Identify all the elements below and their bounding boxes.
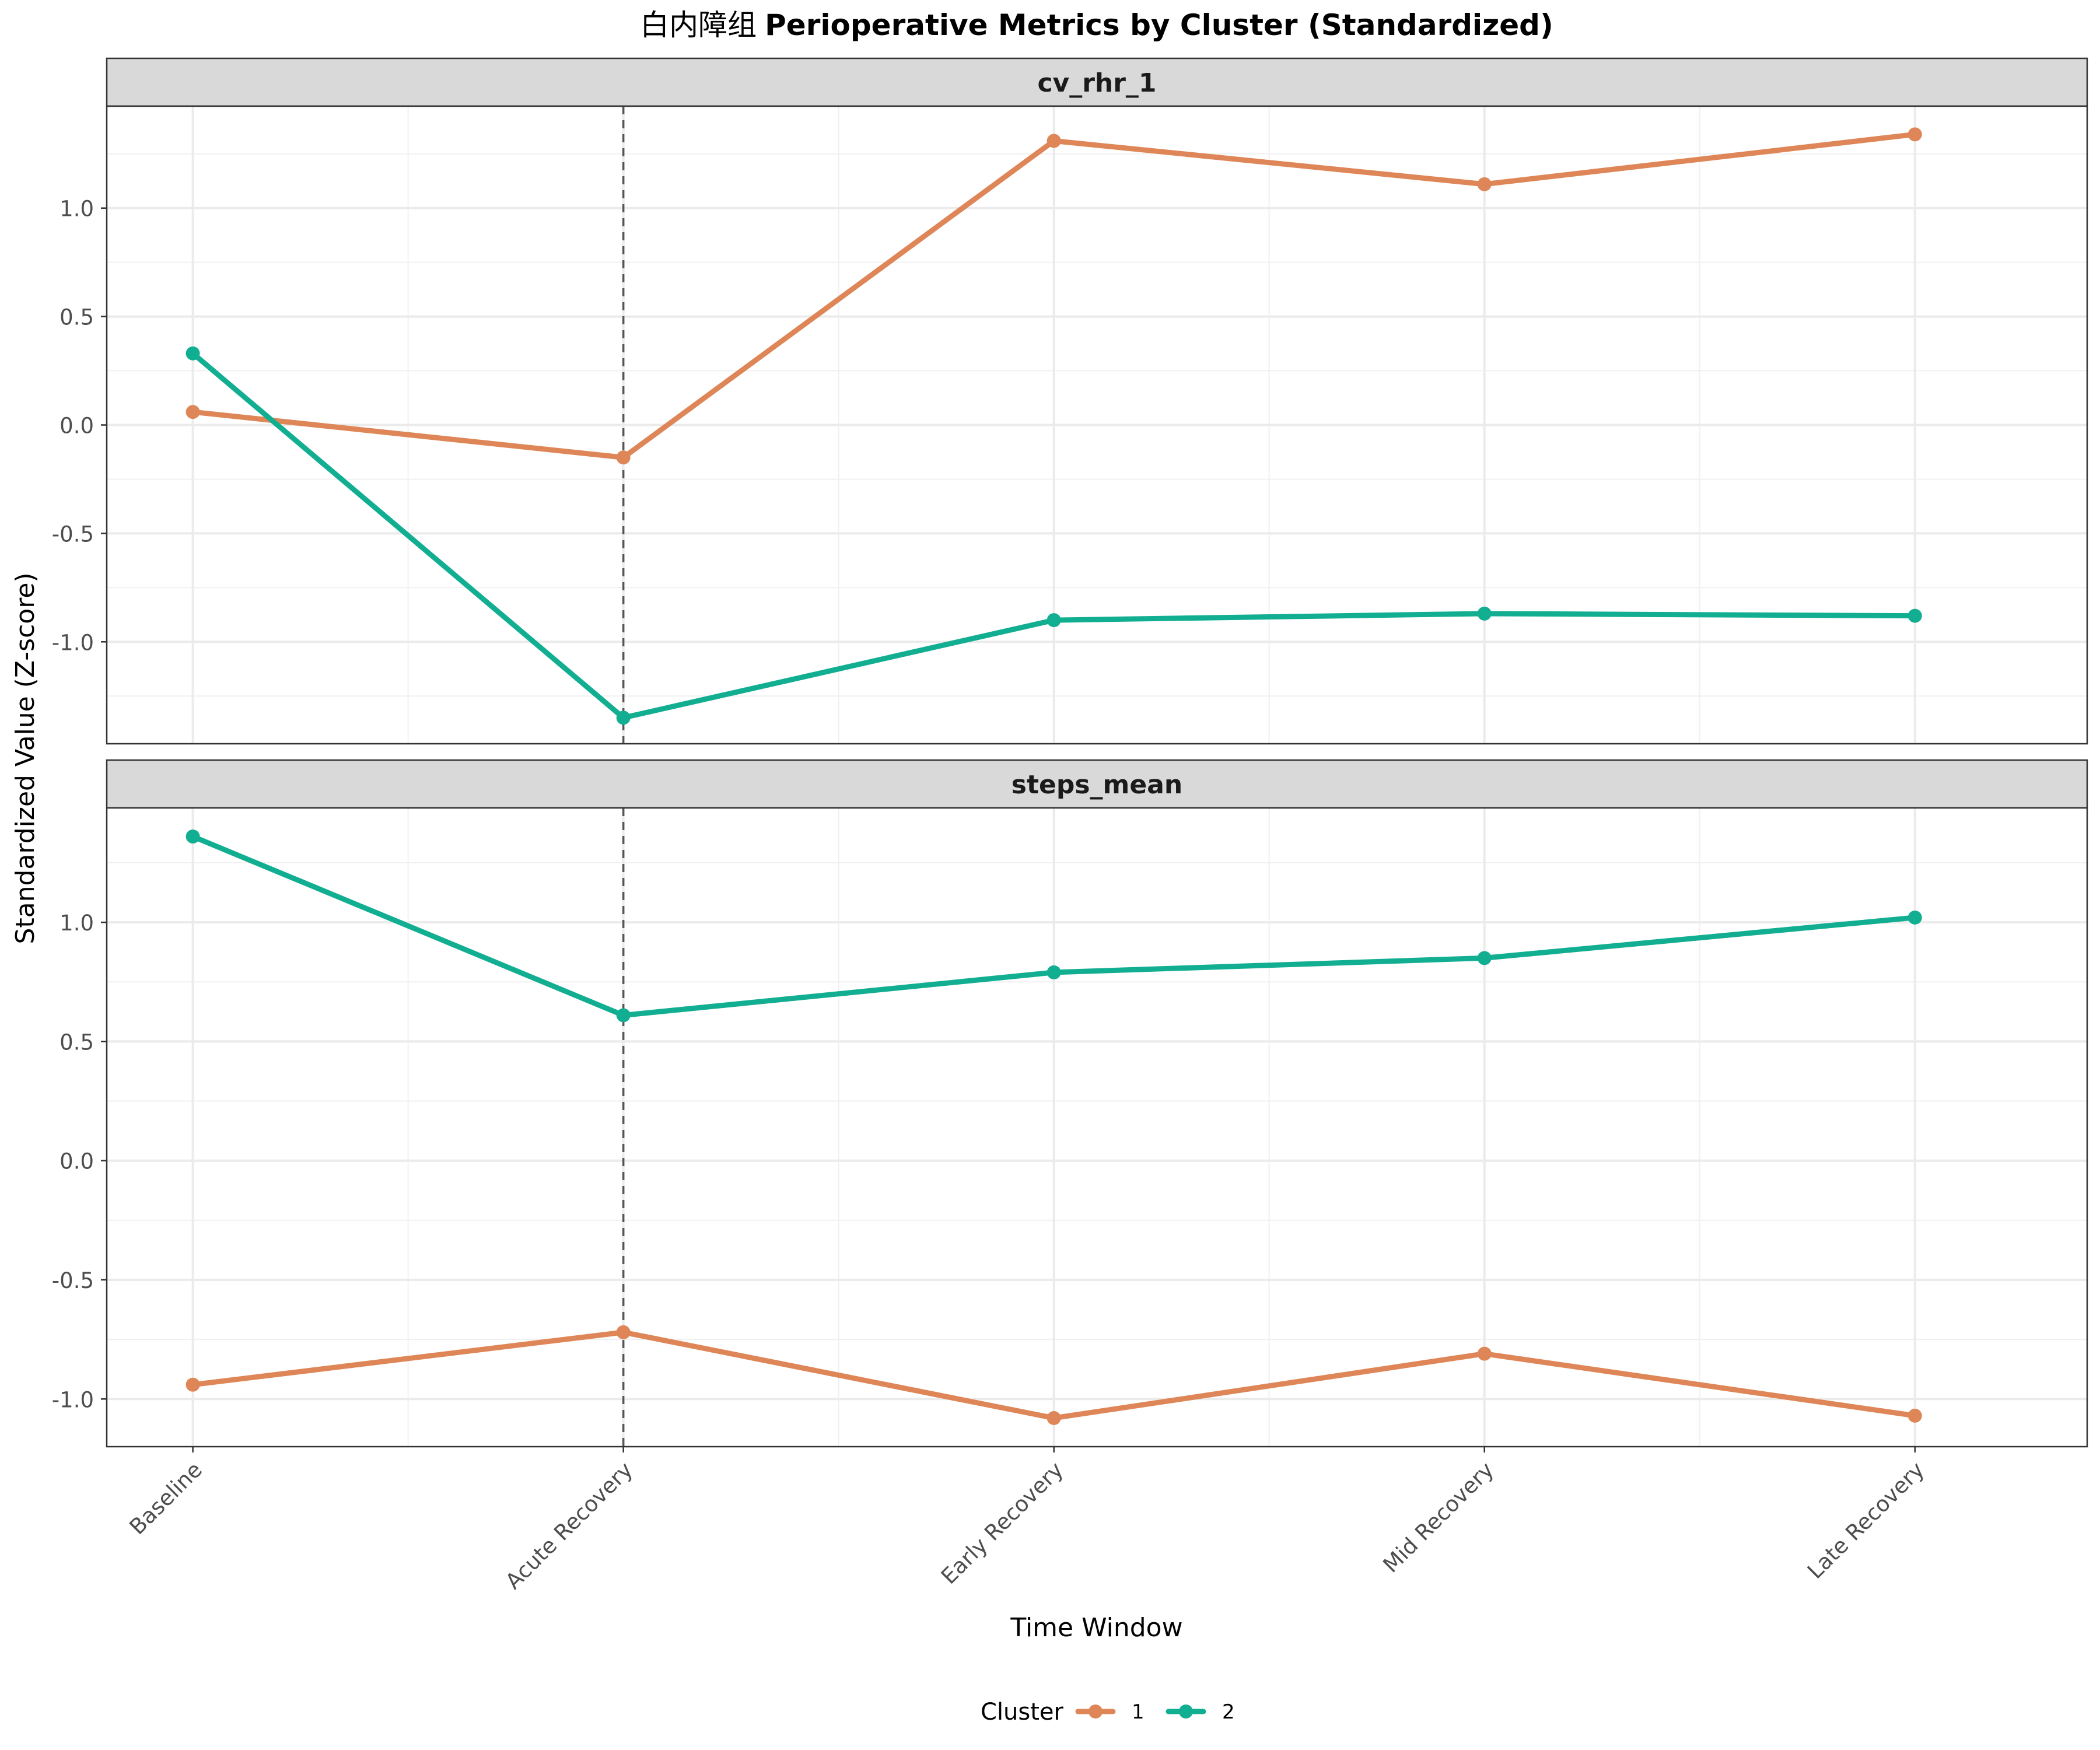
data-point <box>1908 608 1922 623</box>
series-2 <box>186 830 1922 1023</box>
y-tick-label: 0.0 <box>60 414 94 439</box>
data-point <box>186 405 200 419</box>
panel-steps_mean: steps_mean -1.0 -0.5 0.0 0.5 1.0 <box>52 759 2088 1448</box>
data-point <box>1046 1410 1061 1425</box>
data-point <box>616 1325 631 1339</box>
legend: Cluster 1 2 <box>981 1699 1235 1726</box>
panels: cv_rhr_1-1.0-0.50.00.51.0steps_mean-1.0-… <box>52 57 2088 1448</box>
series-1 <box>186 1325 1922 1425</box>
gridlines <box>107 106 2087 744</box>
panel-background <box>107 808 2087 1447</box>
y-tick-label: -1.0 <box>52 630 94 655</box>
series-2 <box>186 346 1922 725</box>
y-tick-label: 1.0 <box>60 911 94 936</box>
y-tick-label: 0.5 <box>60 305 94 330</box>
panel-strip-label: steps_mean <box>1012 770 1182 800</box>
data-point <box>1908 127 1922 142</box>
legend-key-point <box>1088 1704 1102 1718</box>
data-point <box>1046 965 1061 979</box>
panel-border <box>106 105 2088 745</box>
legend-label: 2 <box>1222 1700 1235 1724</box>
data-point <box>616 450 631 465</box>
data-point <box>1477 177 1492 191</box>
data-point <box>616 1008 631 1023</box>
data-point <box>186 1377 200 1392</box>
data-point <box>1477 951 1492 965</box>
panel-cv_rhr_1: cv_rhr_1 -1.0 -0.5 0.0 0.5 1.0 <box>52 57 2088 745</box>
legend-item-2: 2 <box>1166 1700 1235 1724</box>
legend-label: 1 <box>1132 1700 1144 1724</box>
data-point <box>1046 134 1061 148</box>
x-axis-title: Time Window <box>1010 1613 1182 1643</box>
y-tick-label: -0.5 <box>52 522 94 547</box>
data-point <box>186 346 200 360</box>
panel-strip-label: cv_rhr_1 <box>1037 68 1156 98</box>
chart-title-main: Perioperative Metrics by Cluster (Standa… <box>765 8 1553 42</box>
chart-title: 白内障组 Perioperative Metrics by Cluster (St… <box>640 8 1553 42</box>
y-axis: -1.0 -0.5 0.0 0.5 1.0 <box>52 197 107 655</box>
panel-strip <box>106 57 2088 107</box>
data-point <box>616 710 631 725</box>
data-point <box>1046 613 1061 628</box>
legend-key-point <box>1179 1704 1193 1718</box>
y-axis: -1.0 -0.5 0.0 0.5 1.0 <box>52 911 107 1412</box>
y-tick-label: 0.0 <box>60 1149 94 1174</box>
gridlines <box>107 808 2087 1447</box>
legend-title: Cluster <box>981 1699 1064 1726</box>
panel-strip <box>106 759 2088 809</box>
legend-item-1: 1 <box>1075 1700 1144 1724</box>
data-point <box>1908 1408 1922 1423</box>
y-tick-label: -1.0 <box>52 1387 94 1412</box>
data-point <box>1908 910 1922 925</box>
chart-title-prefix: 白内障组 <box>640 8 757 42</box>
panel-border <box>106 807 2088 1448</box>
y-tick-label: 0.5 <box>60 1030 94 1055</box>
data-point <box>1477 1346 1492 1361</box>
series-1 <box>186 127 1922 465</box>
y-tick-label: 1.0 <box>60 197 94 222</box>
y-axis-title: Standardized Value (Z-score) <box>10 572 40 944</box>
y-tick-label: -0.5 <box>52 1268 94 1293</box>
data-point <box>186 830 200 844</box>
data-point <box>1477 606 1492 621</box>
